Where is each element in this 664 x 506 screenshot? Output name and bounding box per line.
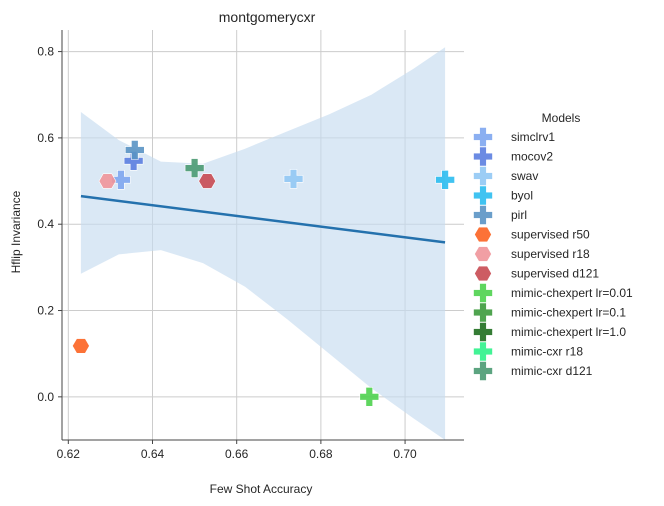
legend-label: mocov2 — [511, 150, 553, 164]
confidence-band-area — [80, 47, 446, 441]
legend-label: mimic-chexpert lr=0.01 — [511, 286, 633, 300]
x-tick-label: 0.62 — [57, 447, 81, 461]
legend-label: mimic-cxr r18 — [511, 345, 583, 359]
x-tick-label: 0.64 — [141, 447, 165, 461]
legend-marker — [473, 302, 493, 323]
legend-label: mimic-chexpert lr=1.0 — [511, 325, 626, 339]
legend: Models simclrv1 mocov2 swav byol pirl supervi… — [473, 111, 633, 381]
data-point — [98, 173, 117, 189]
x-tick-label: 0.66 — [225, 447, 249, 461]
legend-label: swav — [511, 169, 538, 183]
legend-marker — [474, 226, 492, 243]
axes: 0.62 0.64 0.66 0.68 0.70 0.0 0.2 0.4 0.6 0.8 — [37, 30, 464, 461]
data-point — [125, 140, 145, 160]
legend-label: mimic-cxr d121 — [511, 364, 593, 378]
legend-marker — [473, 166, 493, 186]
data-point — [184, 158, 205, 178]
legend-title: Models — [542, 111, 581, 125]
x-tick-label: 0.68 — [309, 447, 333, 461]
legend-marker — [474, 265, 492, 282]
regression-line — [80, 194, 446, 244]
legend-label: pirl — [511, 208, 527, 222]
data-point — [72, 338, 90, 354]
y-axis-label: Hflip Invariance — [9, 190, 23, 273]
regression-line-path — [80, 194, 446, 244]
legend-marker — [473, 361, 493, 381]
data-point — [359, 386, 380, 407]
legend-marker — [473, 146, 493, 167]
chart-title: montgomerycxr — [219, 9, 316, 25]
legend-marker — [473, 185, 493, 206]
legend-marker — [473, 341, 493, 362]
legend-marker — [473, 283, 493, 303]
legend-label: byol — [511, 189, 533, 203]
legend-marker — [473, 205, 493, 225]
x-axis-label: Few Shot Accuracy — [210, 482, 313, 496]
legend-label: supervised r18 — [511, 247, 590, 261]
y-tick-label: 0.2 — [37, 304, 54, 318]
legend-label: mimic-chexpert lr=0.1 — [511, 306, 626, 320]
legend-marker — [473, 127, 493, 147]
data-points — [72, 140, 455, 407]
data-point — [435, 170, 455, 190]
legend-label: simclrv1 — [511, 130, 555, 144]
confidence-band — [80, 47, 446, 441]
y-tick-label: 0.0 — [37, 390, 54, 404]
y-tick-label: 0.4 — [37, 217, 54, 231]
legend-label: supervised r50 — [511, 228, 590, 242]
legend-label: supervised d121 — [511, 267, 599, 281]
x-tick-label: 0.70 — [393, 447, 417, 461]
data-point — [283, 169, 304, 189]
y-tick-label: 0.6 — [37, 131, 54, 145]
data-point — [198, 173, 217, 189]
legend-marker — [474, 246, 492, 262]
legend-marker — [473, 322, 493, 342]
y-tick-label: 0.8 — [37, 45, 54, 59]
